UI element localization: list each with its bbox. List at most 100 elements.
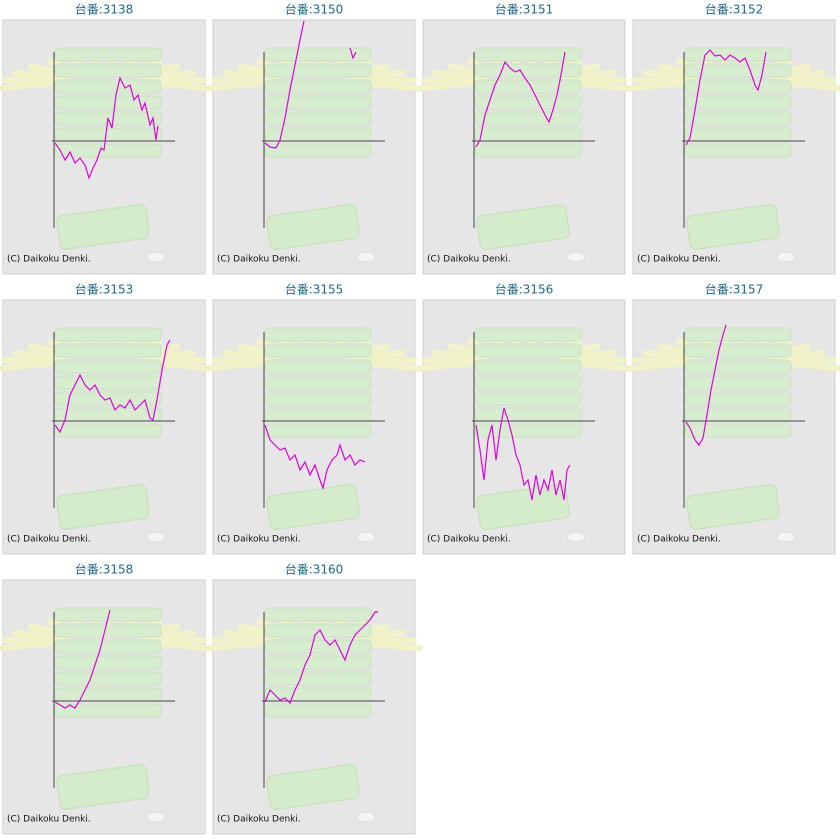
decor-tray	[54, 671, 162, 686]
decor-tray	[264, 423, 372, 438]
decor-ray	[631, 76, 693, 84]
decor-tray	[54, 127, 162, 142]
decor-tray	[54, 63, 162, 78]
decor-coin	[146, 251, 166, 263]
decor-coin	[356, 251, 376, 263]
copyright: (C) Daikoku Denki.	[637, 535, 721, 545]
decor-tray	[684, 327, 792, 342]
decor-ray	[205, 639, 270, 652]
decor-tray	[264, 143, 372, 158]
decor-ray	[205, 79, 270, 92]
chart-cell: 台番:3155 (C) Daikoku Denki.	[205, 282, 423, 555]
decor-ray	[211, 76, 273, 84]
copyright: (C) Daikoku Denki.	[217, 255, 301, 265]
data-line	[264, 611, 378, 705]
chart-title: 台番:3156	[495, 282, 554, 297]
decor-tray	[474, 407, 582, 422]
decor-tray	[54, 423, 162, 438]
decor-tray	[474, 143, 582, 158]
decor-tray	[54, 327, 162, 342]
decor-tray	[474, 79, 582, 94]
decor-coin	[776, 531, 796, 543]
decor-tray	[474, 423, 582, 438]
chart-title: 台番:3158	[75, 562, 134, 577]
chart-title: 台番:3153	[75, 282, 134, 297]
data-line	[685, 324, 727, 447]
chart-cell: 台番:3152 (C) Daikoku Denki.	[625, 2, 840, 275]
decor-ray	[625, 79, 690, 92]
chart-cell: 台番:3150 (C) Daikoku Denki.	[205, 2, 423, 275]
decor-ray	[415, 359, 480, 372]
decor-ray	[211, 356, 273, 364]
decor-ray	[0, 639, 60, 652]
decor-tray	[54, 623, 162, 638]
decor-box	[266, 204, 360, 250]
decor-tray	[264, 359, 372, 374]
chart-title: 台番:3160	[285, 562, 344, 577]
decor-ray	[631, 356, 693, 364]
decor-tray	[684, 127, 792, 142]
decor-tray	[684, 423, 792, 438]
chart-cell: 台番:3156 (C) Daikoku Denki.	[415, 282, 633, 555]
decor-box	[56, 204, 150, 250]
decor-coin	[356, 531, 376, 543]
decor-tray	[264, 671, 372, 686]
decor-tray	[54, 655, 162, 670]
copyright: (C) Daikoku Denki.	[427, 535, 511, 545]
decor-tray	[264, 79, 372, 94]
decor-coin	[146, 811, 166, 823]
decor-tray	[264, 375, 372, 390]
decor-tray	[54, 607, 162, 622]
decor-box	[686, 484, 780, 530]
decor-tray	[474, 359, 582, 374]
decor-tray	[684, 111, 792, 126]
copyright: (C) Daikoku Denki.	[7, 815, 91, 825]
copyright: (C) Daikoku Denki.	[217, 535, 301, 545]
decor-tray	[264, 639, 372, 654]
data-line	[264, 21, 357, 149]
chart-title: 台番:3138	[75, 2, 134, 17]
copyright: (C) Daikoku Denki.	[7, 535, 91, 545]
decor-ray	[421, 356, 483, 364]
copyright: (C) Daikoku Denki.	[217, 815, 301, 825]
decor-ray	[625, 359, 690, 372]
decor-tray	[54, 359, 162, 374]
decor-tray	[54, 47, 162, 62]
copyright: (C) Daikoku Denki.	[637, 255, 721, 265]
decor-box	[476, 204, 570, 250]
decor-ray	[415, 79, 480, 92]
decor-ray	[1, 76, 63, 84]
decor-tray	[264, 655, 372, 670]
decor-tray	[474, 111, 582, 126]
data-line	[264, 424, 366, 491]
decor-box	[266, 764, 360, 810]
chart-title: 台番:3150	[285, 2, 344, 17]
decor-box	[56, 484, 150, 530]
decor-coin	[146, 531, 166, 543]
decor-tray	[264, 95, 372, 110]
decor-ray	[0, 359, 60, 372]
decor-tray	[684, 47, 792, 62]
chart-title: 台番:3152	[705, 2, 764, 17]
copyright: (C) Daikoku Denki.	[427, 255, 511, 265]
decor-tray	[684, 407, 792, 422]
chart-cell: 台番:3157 (C) Daikoku Denki.	[625, 282, 840, 555]
data-line	[475, 407, 571, 501]
decor-tray	[684, 63, 792, 78]
decor-box	[56, 764, 150, 810]
decor-coin	[356, 811, 376, 823]
decor-coin	[566, 251, 586, 263]
decor-tray	[264, 327, 372, 342]
decor-tray	[474, 343, 582, 358]
decor-tray	[684, 391, 792, 406]
decor-coin	[566, 531, 586, 543]
decor-tray	[474, 327, 582, 342]
data-line	[475, 51, 566, 148]
chart-cell: 台番:3158 (C) Daikoku Denki.	[0, 562, 213, 835]
decor-tray	[264, 111, 372, 126]
decor-tray	[54, 79, 162, 94]
data-line	[685, 49, 767, 146]
decor-tray	[264, 343, 372, 358]
chart-cell: 台番:3153 (C) Daikoku Denki.	[0, 282, 213, 555]
